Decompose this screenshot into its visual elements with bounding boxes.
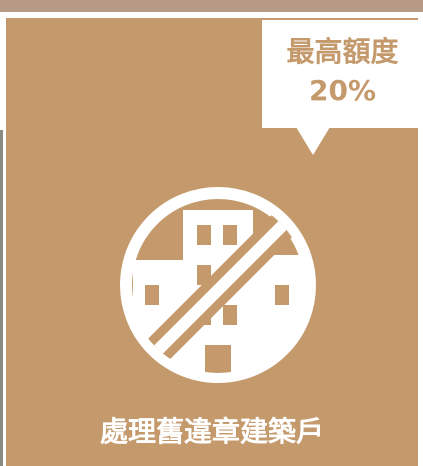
left-edge xyxy=(0,130,3,466)
badge-title: 最高額度 xyxy=(286,35,399,68)
badge xyxy=(262,20,423,128)
badge-pointer xyxy=(296,127,330,155)
caption: 處理舊違章建築戶 xyxy=(99,415,324,448)
top-bar xyxy=(0,0,423,12)
badge-value: 20% xyxy=(308,74,377,107)
no-building-icon xyxy=(120,187,316,383)
